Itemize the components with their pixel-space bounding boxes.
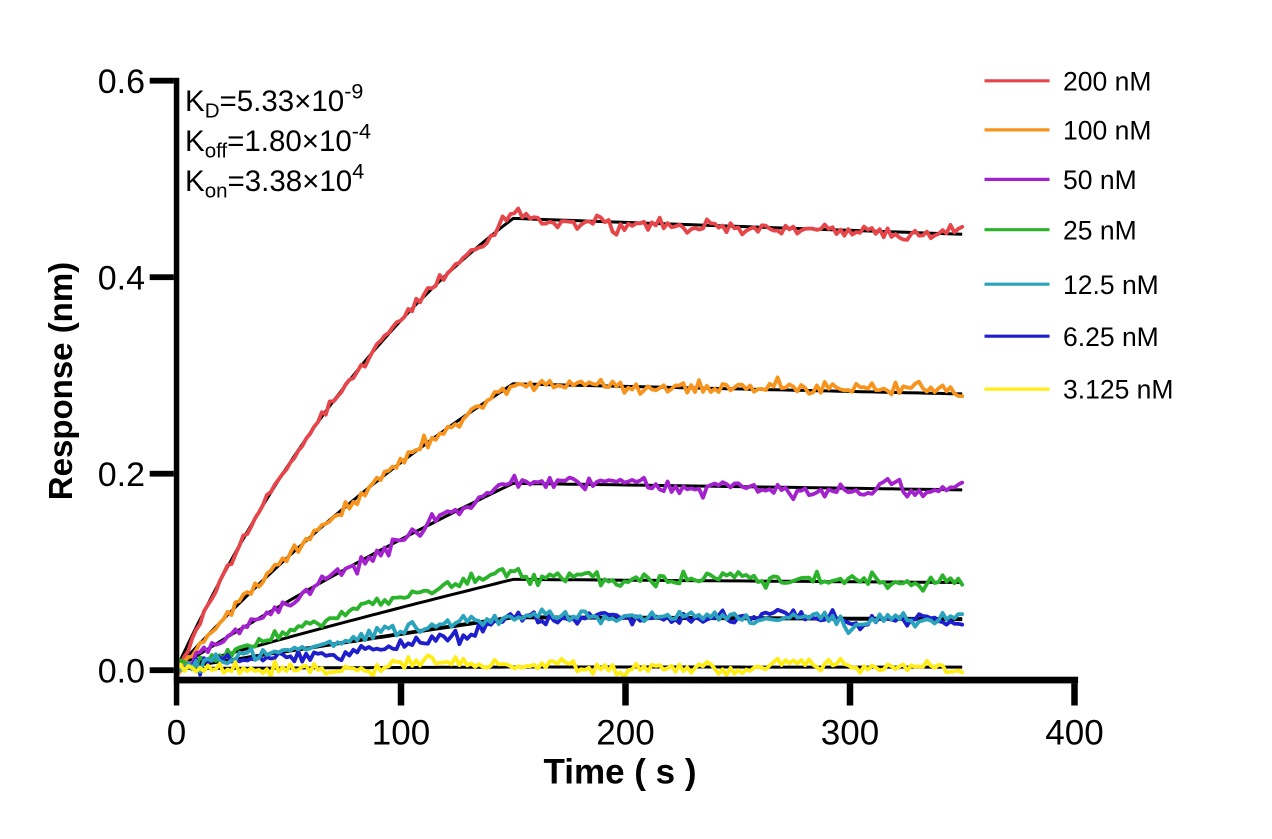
svg-text:0: 0 — [167, 714, 186, 753]
svg-text:3.125 nM: 3.125 nM — [1063, 375, 1174, 405]
svg-text:100: 100 — [372, 714, 430, 753]
svg-text:400: 400 — [1045, 714, 1103, 753]
svg-text:12.5 nM: 12.5 nM — [1063, 270, 1159, 300]
svg-text:0.2: 0.2 — [98, 456, 145, 494]
svg-text:6.25 nM: 6.25 nM — [1063, 322, 1159, 352]
svg-text:50 nM: 50 nM — [1063, 165, 1137, 195]
svg-text:Response (nm): Response (nm) — [42, 262, 79, 500]
svg-text:0.4: 0.4 — [98, 259, 145, 297]
svg-text:200 nM: 200 nM — [1063, 66, 1151, 96]
svg-text:0.6: 0.6 — [98, 63, 145, 101]
svg-text:25 nM: 25 nM — [1063, 215, 1137, 245]
svg-text:300: 300 — [821, 714, 879, 753]
svg-text:200: 200 — [596, 714, 654, 753]
svg-text:0.0: 0.0 — [98, 652, 145, 690]
svg-text:100 nM: 100 nM — [1063, 116, 1151, 146]
svg-text:Time ( s ): Time ( s ) — [543, 752, 696, 791]
